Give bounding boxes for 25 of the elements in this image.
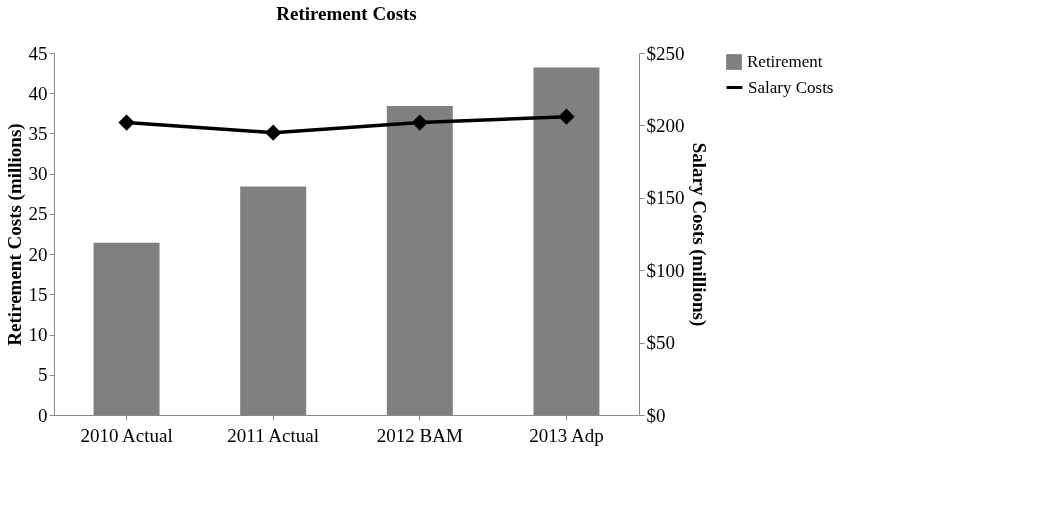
legend-label: Salary Costs — [748, 77, 834, 97]
y2-tick-label: $0 — [646, 404, 666, 426]
y-tick-label: 35 — [28, 122, 48, 144]
x-tick-label: 2010 Actual — [80, 424, 173, 446]
y-tick-label: 0 — [38, 404, 48, 426]
legend-label: Retirement — [747, 52, 823, 71]
y-tick-label: 40 — [28, 82, 48, 104]
y2-tick-label: $150 — [646, 187, 685, 209]
y2-axis-title: Salary Costs (millions) — [687, 142, 710, 327]
y-tick-label: 30 — [28, 163, 48, 185]
y-tick-label: 10 — [28, 324, 48, 346]
y-tick-label: 45 — [28, 42, 48, 64]
y-tick-label: 5 — [38, 364, 48, 386]
y-tick-label: 25 — [28, 203, 48, 225]
x-tick-label: 2013 Adp — [529, 424, 604, 446]
y2-tick-label: $250 — [646, 42, 685, 64]
chart-title: Retirement Costs — [276, 3, 417, 24]
y-axis-title: Retirement Costs (millions) — [3, 123, 26, 346]
y-tick-label: 15 — [28, 283, 48, 305]
y-tick-label: 20 — [28, 243, 48, 265]
x-tick-label: 2012 BAM — [376, 424, 463, 446]
x-tick-label: 2011 Actual — [227, 424, 320, 446]
y2-tick-label: $100 — [646, 259, 685, 281]
y2-tick-label: $50 — [646, 332, 675, 354]
y2-tick-label: $200 — [646, 114, 685, 136]
